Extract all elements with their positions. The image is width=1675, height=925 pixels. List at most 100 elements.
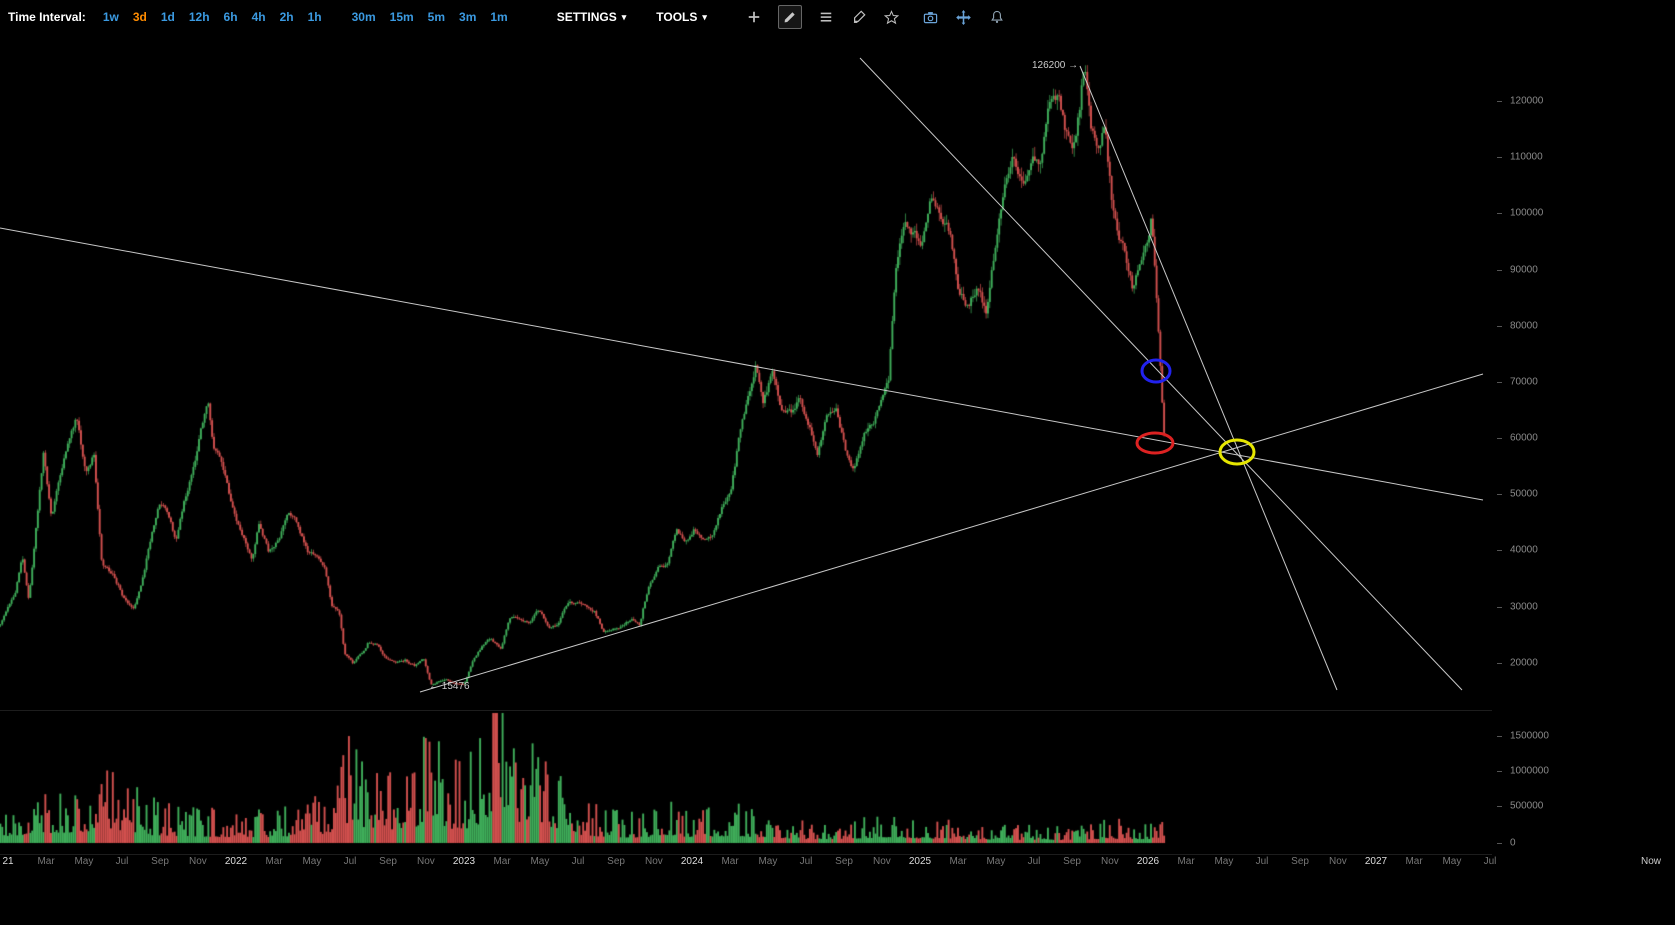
time-axis-month-label: Mar [265, 856, 283, 867]
time-axis-year-label: 2025 [908, 856, 932, 867]
time-axis-month-label: Jul [1483, 856, 1497, 867]
time-axis-month-label: May [1442, 856, 1462, 867]
axis-separator [0, 854, 1492, 855]
time-axis-month-label: Nov [1101, 856, 1119, 867]
time-axis-month-label: Nov [873, 856, 891, 867]
price-axis-label: 90000 [1510, 264, 1538, 275]
time-axis-month-label: Jul [1255, 856, 1269, 867]
time-axis-month-label: Jul [343, 856, 357, 867]
interval-6h[interactable]: 6h [223, 10, 238, 24]
price-axis-label: 50000 [1510, 488, 1538, 500]
time-axis-month-label: Jul [115, 856, 129, 867]
interval-2h[interactable]: 2h [279, 10, 294, 24]
time-axis-year-label: 2027 [1364, 856, 1388, 867]
price-tick [1497, 325, 1502, 327]
interval-30m[interactable]: 30m [351, 10, 376, 24]
interval-1m[interactable]: 1m [490, 10, 508, 24]
time-axis-year-label: 2024 [680, 856, 704, 867]
price-axis-label: 120000 [1510, 95, 1544, 107]
time-axis-month-label: May [986, 856, 1006, 867]
price-axis-label: 60000 [1510, 432, 1538, 444]
price-axis-label: 80000 [1510, 320, 1538, 332]
price-tick [1497, 213, 1502, 215]
price-tick [1497, 438, 1502, 440]
time-axis-month-label: Mar [721, 856, 739, 867]
volume-tick [1497, 843, 1502, 844]
top-toolbar: Time Interval: 1w 3d 1d 12h 6h 4h 2h 1h … [0, 0, 1675, 34]
time-axis-month-label: Sep [835, 856, 853, 867]
price-tick [1497, 494, 1502, 496]
price-axis-label: 110000 [1510, 151, 1543, 163]
time-axis-month-label: Jul [571, 856, 585, 867]
time-axis-month-label: Nov [1329, 856, 1347, 867]
plus-icon[interactable] [745, 8, 763, 26]
bell-icon[interactable] [988, 8, 1006, 26]
interval-4h[interactable]: 4h [251, 10, 266, 24]
tools-menu-label: TOOLS [656, 10, 698, 24]
interval-1w[interactable]: 1w [102, 10, 119, 24]
price-tick [1497, 662, 1502, 664]
time-axis-month-label: Jul [1027, 856, 1041, 867]
marker-icon[interactable] [850, 8, 868, 26]
time-axis-year-label: 2022 [224, 856, 248, 867]
tools-menu[interactable]: TOOLS ▾ [656, 10, 707, 24]
volume-tick [1497, 736, 1502, 737]
price-tick [1497, 550, 1502, 552]
time-axis-month-label: Mar [493, 856, 511, 867]
time-axis-month-label: Nov [417, 856, 435, 867]
time-axis-month-label: Sep [151, 856, 169, 867]
list-icon[interactable] [817, 8, 835, 26]
time-axis-month-label: May [74, 856, 94, 867]
tool-icon-bar [745, 5, 1006, 29]
time-axis-month-label: Sep [379, 856, 397, 867]
time-axis-month-label: Mar [37, 856, 55, 867]
interval-1d[interactable]: 1d [160, 10, 175, 24]
price-axis-label: 20000 [1510, 657, 1538, 669]
price-axis-label: 70000 [1510, 376, 1538, 388]
time-axis-month-label: May [758, 856, 778, 867]
interval-3d[interactable]: 3d [132, 10, 147, 24]
time-axis-year-label: 2023 [452, 856, 476, 867]
volume-axis-label: 1000000 [1510, 765, 1549, 777]
price-axis-label: 30000 [1510, 601, 1538, 613]
volume-tick [1497, 771, 1502, 772]
time-axis-month-label: Sep [1291, 856, 1309, 867]
settings-menu-label: SETTINGS [556, 10, 617, 24]
volume-axis-label: 1500000 [1510, 730, 1549, 742]
time-axis-month-label: Sep [1063, 856, 1081, 867]
now-label: Now [1641, 856, 1662, 867]
time-axis-month-label: Mar [1177, 856, 1195, 867]
volume-axis-label: 0 [1510, 837, 1516, 849]
time-axis-year-label: 21 [2, 856, 14, 867]
time-axis-month-label: Jul [799, 856, 813, 867]
volume-axis-label: 500000 [1510, 800, 1544, 812]
time-interval-label: Time Interval: [8, 10, 86, 24]
price-tick [1497, 381, 1502, 383]
pencil-icon[interactable] [777, 5, 802, 29]
interval-12h[interactable]: 12h [188, 10, 210, 24]
time-axis-month-label: May [302, 856, 322, 867]
time-axis-month-label: May [530, 856, 550, 867]
interval-15m[interactable]: 15m [389, 10, 414, 24]
interval-5m[interactable]: 5m [427, 10, 446, 24]
time-axis-month-label: Nov [189, 856, 207, 867]
volume-tick [1497, 806, 1502, 807]
time-axis-month-label: Mar [949, 856, 967, 867]
high-price-annotation: 126200 → [1032, 60, 1079, 71]
pane-separator [0, 710, 1492, 711]
chevron-down-icon: ▾ [621, 11, 627, 22]
time-axis-year-label: 2026 [1136, 856, 1160, 867]
move-icon[interactable] [955, 8, 973, 26]
time-axis-month-label: Sep [607, 856, 625, 867]
star-icon[interactable] [883, 8, 901, 26]
time-axis-month-label: Nov [645, 856, 663, 867]
settings-menu[interactable]: SETTINGS ▾ [557, 10, 627, 24]
price-tick [1497, 157, 1502, 159]
interval-1h[interactable]: 1h [307, 10, 322, 24]
camera-icon[interactable] [922, 8, 940, 26]
time-axis-month-label: Mar [1405, 856, 1423, 867]
interval-3m[interactable]: 3m [459, 10, 477, 24]
price-axis-label: 40000 [1510, 544, 1538, 556]
